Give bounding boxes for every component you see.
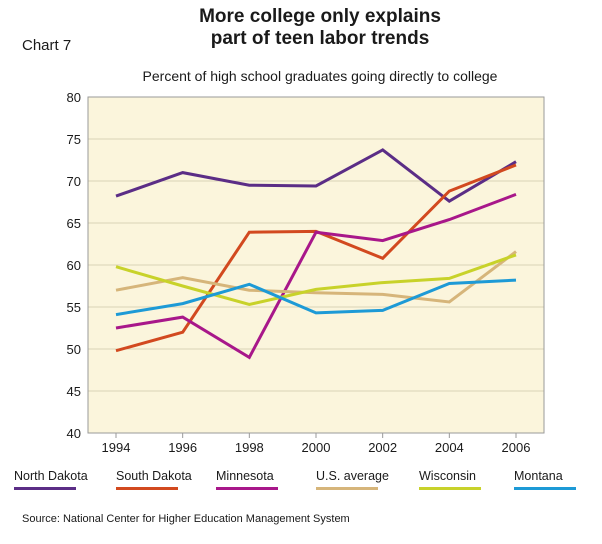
y-tick-label-40: 40 <box>67 426 81 441</box>
y-tick-label-65: 65 <box>67 216 81 231</box>
chart-number-label: Chart 7 <box>22 37 72 54</box>
legend-swatch-u-s-average <box>316 487 378 490</box>
x-tick-label-1998: 1998 <box>235 440 264 455</box>
series-line-minnesota <box>115 192 517 360</box>
x-tick-label-1994: 1994 <box>102 440 131 455</box>
legend-swatch-wisconsin <box>419 487 481 490</box>
chart-legend: North Dakota South Dakota Minnesota U.S. av… <box>14 469 594 499</box>
legend-item-wisconsin: Wisconsin <box>419 469 481 490</box>
legend-item-minnesota: Minnesota <box>216 469 278 490</box>
y-tick-label-80: 80 <box>67 90 81 105</box>
x-tick-label-2000: 2000 <box>302 440 331 455</box>
x-tick-label-1996: 1996 <box>168 440 197 455</box>
legend-swatch-minnesota <box>216 487 278 490</box>
series-line-u-s-average <box>115 250 517 304</box>
legend-item-north-dakota: North Dakota <box>14 469 88 490</box>
legend-label-wisconsin: Wisconsin <box>419 469 476 483</box>
legend-label-north-dakota: North Dakota <box>14 469 88 483</box>
legend-swatch-north-dakota <box>14 487 76 490</box>
chart-title-line-2: part of teen labor trends <box>210 28 430 49</box>
y-tick-label-75: 75 <box>67 132 81 147</box>
chart-subtitle: Percent of high school graduates going d… <box>142 68 498 84</box>
y-tick-label-70: 70 <box>67 174 81 189</box>
source-note: Source: National Center for Higher Educa… <box>22 513 350 525</box>
legend-item-u-s-average: U.S. average <box>316 469 389 490</box>
y-tick-label-45: 45 <box>67 384 81 399</box>
legend-swatch-montana <box>514 487 576 490</box>
x-tick-label-2004: 2004 <box>435 440 464 455</box>
y-tick-label-60: 60 <box>67 258 81 273</box>
legend-label-montana: Montana <box>514 469 563 483</box>
y-tick-label-50: 50 <box>67 342 81 357</box>
legend-swatch-south-dakota <box>116 487 178 490</box>
x-tick-label-2006: 2006 <box>502 440 531 455</box>
series-line-north-dakota <box>115 148 517 204</box>
chart-title: More college only explains part of teen … <box>120 6 520 50</box>
x-tick-label-2002: 2002 <box>368 440 397 455</box>
legend-label-south-dakota: South Dakota <box>116 469 192 483</box>
legend-label-u-s-average: U.S. average <box>316 469 389 483</box>
series-line-wisconsin <box>115 253 517 307</box>
legend-item-south-dakota: South Dakota <box>116 469 192 490</box>
y-tick-label-55: 55 <box>67 300 81 315</box>
legend-item-montana: Montana <box>514 469 576 490</box>
series-line-montana <box>115 278 517 317</box>
chart-title-line-1: More college only explains <box>199 6 441 27</box>
legend-label-minnesota: Minnesota <box>216 469 274 483</box>
